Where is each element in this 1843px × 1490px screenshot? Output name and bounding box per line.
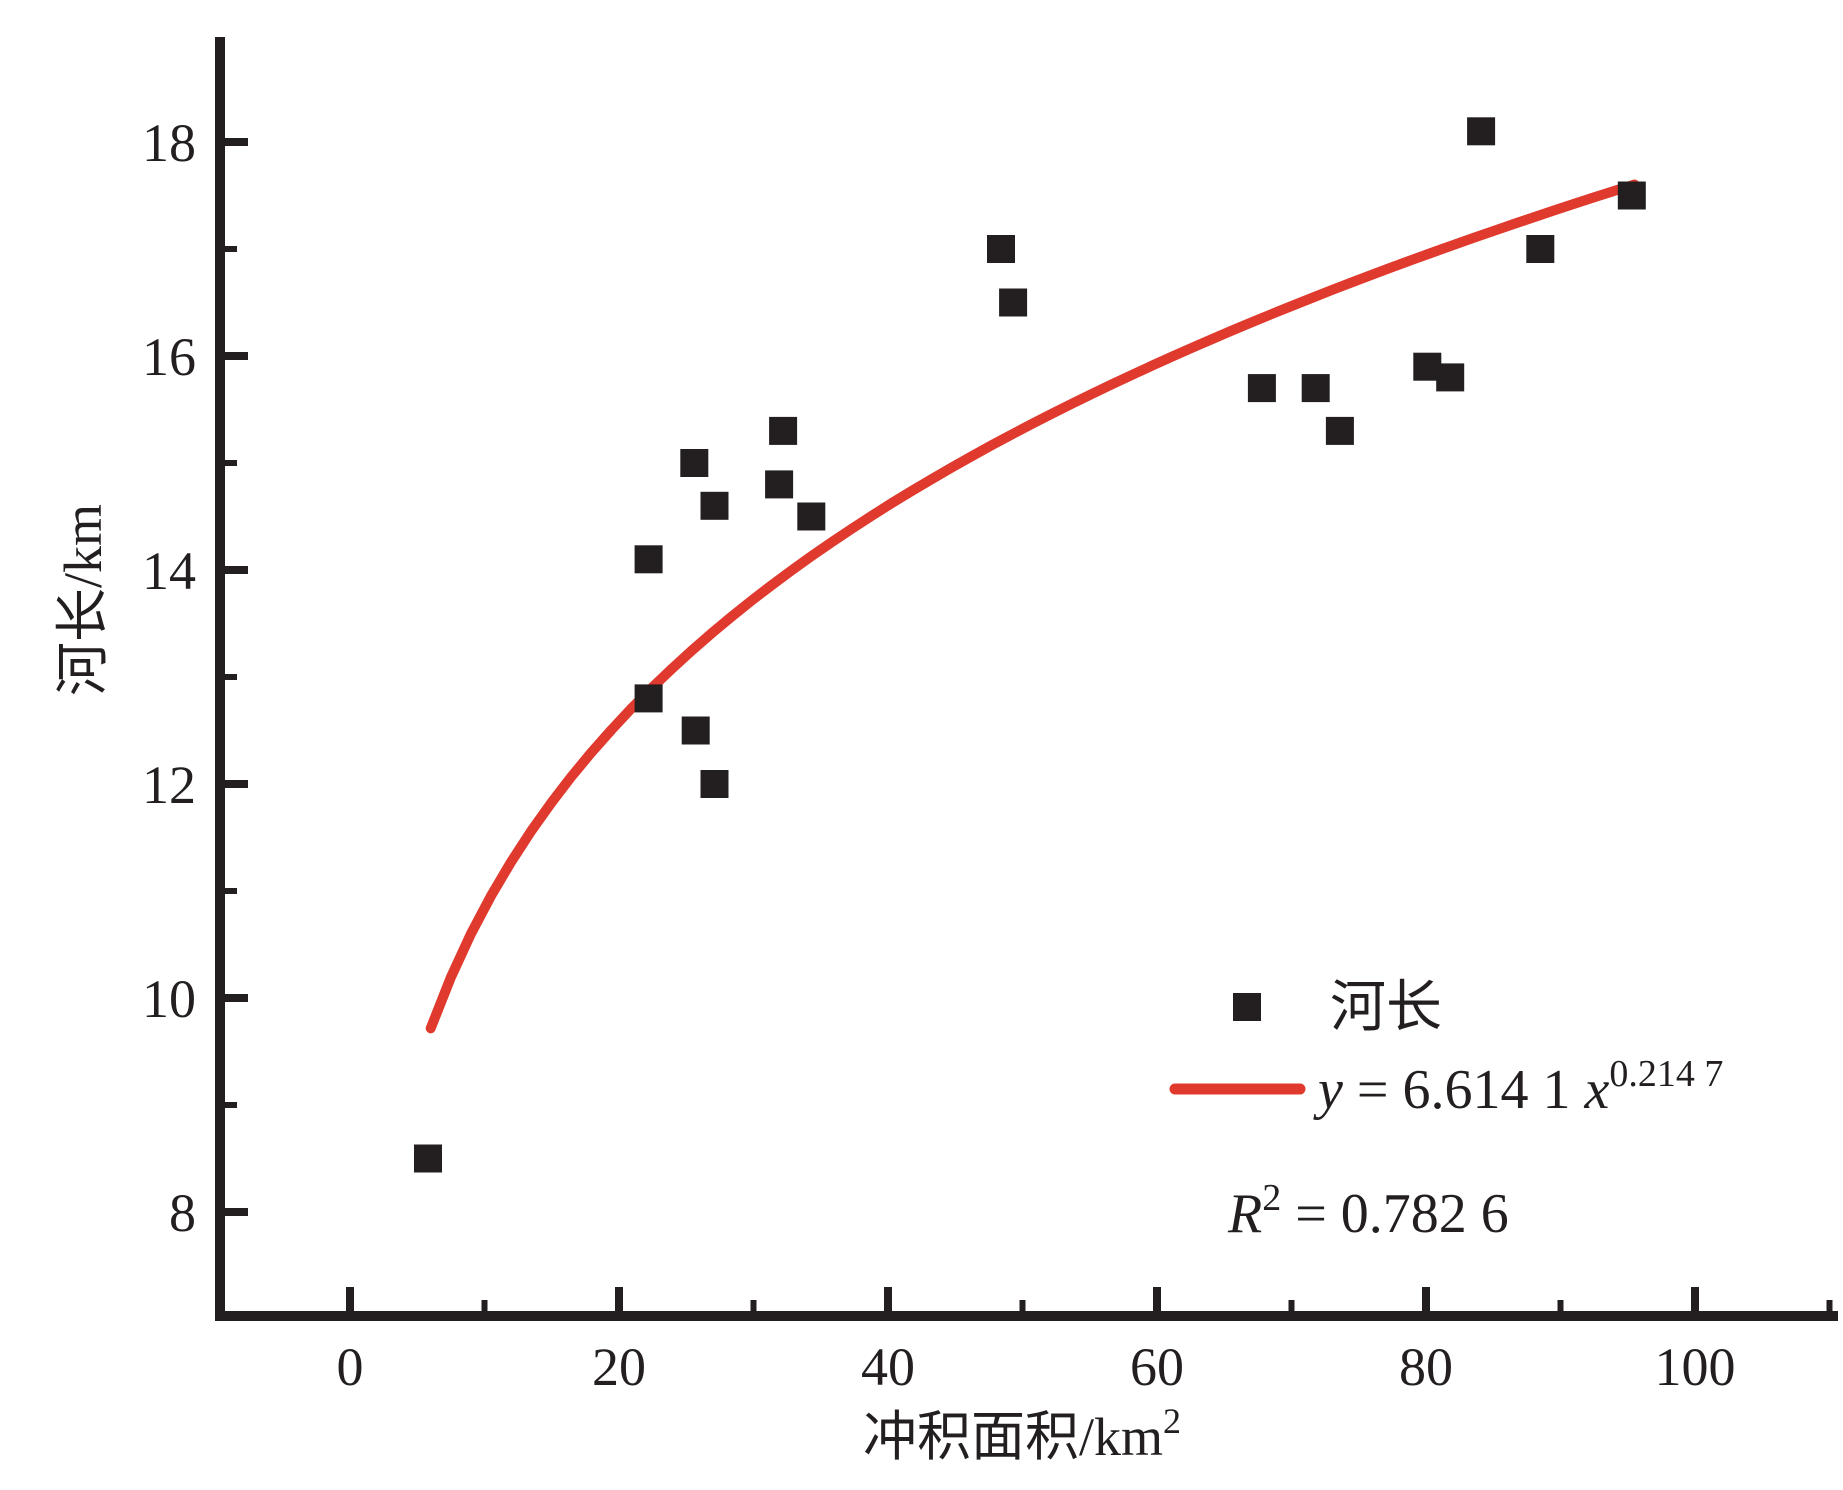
x-tick-label: 40 <box>861 1337 915 1397</box>
data-point <box>1436 363 1465 392</box>
data-point <box>700 491 729 520</box>
data-point <box>1325 416 1354 445</box>
data-point <box>1526 235 1555 263</box>
data-point <box>700 770 729 798</box>
legend-marker <box>1233 993 1261 1021</box>
y-tick-label: 12 <box>142 755 196 815</box>
y-axis-title: 河长/km <box>53 504 113 696</box>
y-tick-label: 14 <box>142 541 196 601</box>
data-point <box>680 449 709 477</box>
data-point <box>1301 374 1330 403</box>
r-squared-label: R2 = 0.782 6 <box>1227 1177 1509 1245</box>
y-tick-label: 10 <box>142 969 196 1029</box>
data-point <box>1247 374 1276 403</box>
data-point <box>414 1144 442 1173</box>
data-point <box>1467 117 1496 146</box>
data-point <box>634 684 663 713</box>
y-tick-label: 8 <box>169 1183 196 1243</box>
data-point <box>681 716 710 745</box>
x-tick-label: 20 <box>592 1337 646 1397</box>
legend: 河长 y = 6.614 1 x0.214 7 R2 = 0.782 6 <box>1169 977 1723 1245</box>
data-point <box>765 470 794 499</box>
x-axis-title: 冲积面积/km2 <box>863 1401 1181 1467</box>
fit-curve <box>425 179 1640 1034</box>
x-axis: 0 20 40 60 80 100 <box>215 1287 1838 1397</box>
data-point <box>634 545 663 574</box>
data-points <box>414 117 1646 1173</box>
data-point <box>797 502 826 531</box>
x-tick-label: 60 <box>1130 1337 1184 1397</box>
data-point <box>987 235 1015 263</box>
x-tick-label: 80 <box>1399 1337 1453 1397</box>
y-tick-label: 18 <box>142 113 196 173</box>
legend-marker-label: 河长 <box>1330 977 1442 1039</box>
y-axis: 8 10 12 14 16 18 <box>142 37 248 1321</box>
y-tick-label: 16 <box>142 327 196 387</box>
x-tick-label: 100 <box>1655 1337 1736 1397</box>
data-point <box>769 416 798 445</box>
data-point <box>1617 181 1646 210</box>
x-tick-label: 0 <box>337 1337 364 1397</box>
fit-curve-path <box>425 179 1640 1034</box>
data-point <box>999 288 1028 317</box>
legend-equation: y = 6.614 1 x0.214 7 <box>1313 1053 1723 1121</box>
